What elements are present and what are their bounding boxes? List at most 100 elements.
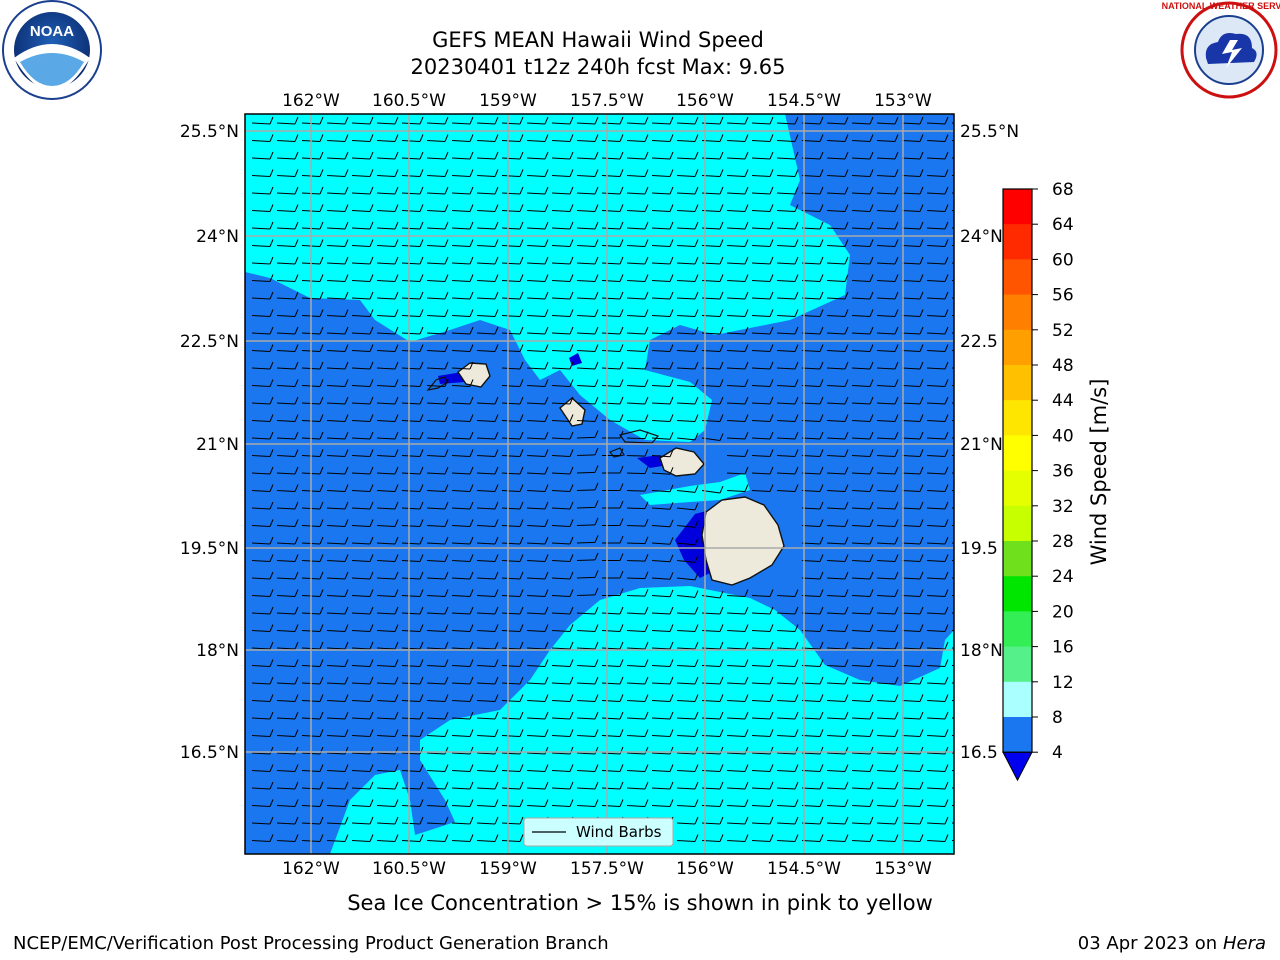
wind-barb [926,501,949,510]
wind-barb [851,729,874,737]
wind-barb [651,396,674,405]
wind-barb [826,694,849,702]
wind-barb [401,414,424,422]
wind-barb [376,554,399,562]
wind-barb [901,519,924,527]
wind-barb [551,641,574,650]
wind-barb [626,746,649,755]
wind-barb [651,449,674,458]
colorbar-tick-label: 20 [1052,602,1074,622]
colorbar-band [1003,224,1032,260]
wind-barb [826,659,849,667]
wind-barb [626,116,649,125]
lon-label-bottom: 157.5°W [570,859,644,879]
wind-barb [326,151,349,160]
wind-barb [376,431,399,440]
wind-barb [351,169,374,177]
wind-barb [276,169,299,177]
wind-barb [926,204,949,212]
wind-barb [626,151,649,160]
wind-barb [451,729,474,737]
wind-barb [901,344,924,352]
wind-barb [676,834,699,842]
wind-barb [801,554,824,562]
wind-barb [326,256,349,265]
wind-barb [526,396,549,405]
wind-barb [501,781,524,790]
wind-barb [276,606,299,615]
nws-logo-text: NATIONAL WEATHER SERVICE [1162,1,1280,11]
wind-barb [326,449,349,457]
wind-barb [251,694,274,702]
wind-barb [776,116,799,125]
wind-barb [676,676,699,685]
wind-barb [776,799,799,807]
wind-barb [251,554,274,562]
wind-barb [776,764,799,772]
wind-barb [776,466,799,475]
wind-barb [276,589,299,597]
lat-label-right: 16.5 [960,743,998,763]
wind-barb [526,729,549,737]
wind-barb [276,816,299,825]
wind-barb [626,571,649,580]
wind-barb [276,466,299,475]
wind-barb [926,379,949,387]
wind-barb [276,641,299,650]
wind-barb [751,694,774,702]
wind-barb [526,711,549,720]
wind-barb [351,729,374,737]
wind-barb [601,659,624,667]
wind-barb [476,501,499,510]
wind-barb [626,694,649,702]
wind-barb [776,274,799,282]
wind-barb [851,694,874,702]
wind-barb [626,239,649,247]
wind-barb [326,536,349,545]
wind-barb [951,175,954,177]
wind-barb [601,448,624,457]
wind-barb [451,764,474,772]
wind-barb [751,256,774,265]
wind-barb [601,309,624,317]
wind-barb [726,116,749,125]
wind-barb [951,630,954,632]
wind-barb [876,431,899,440]
wind-barb [401,116,424,125]
wind-barb [676,572,699,581]
wind-barb [451,676,474,685]
colorbar-tick-label: 8 [1052,708,1063,728]
lat-label-left: 16.5°N [180,743,239,763]
wind-barb [576,641,599,650]
wind-barb [676,520,699,528]
wind-barb [826,291,849,300]
wind-barb [601,535,624,544]
wind-barb [676,659,699,667]
wind-barb [876,571,899,580]
wind-barb [251,169,274,177]
wind-barb [726,484,749,492]
wind-barb [851,711,874,720]
wind-barb [551,449,574,457]
wind-barb [376,536,399,545]
wind-barb [751,431,774,440]
wind-barb [651,676,674,685]
wind-barb [351,746,374,755]
wind-barb [526,344,549,352]
wind-barb [426,676,449,685]
wind-barb [401,764,424,772]
lat-label-right: 22.5 [960,332,998,352]
wind-barb [626,606,649,615]
wind-barb [401,834,424,842]
wind-barb [526,186,549,195]
wind-barb [526,361,549,370]
wind-barb [326,431,349,440]
wind-barb [851,221,874,230]
wind-barb [576,134,599,142]
wind-barb [476,169,499,177]
wind-barb [251,711,274,720]
wind-barb [826,536,849,545]
wind-barb [901,291,924,300]
wind-barb [951,525,954,527]
wind-barb [851,589,874,597]
